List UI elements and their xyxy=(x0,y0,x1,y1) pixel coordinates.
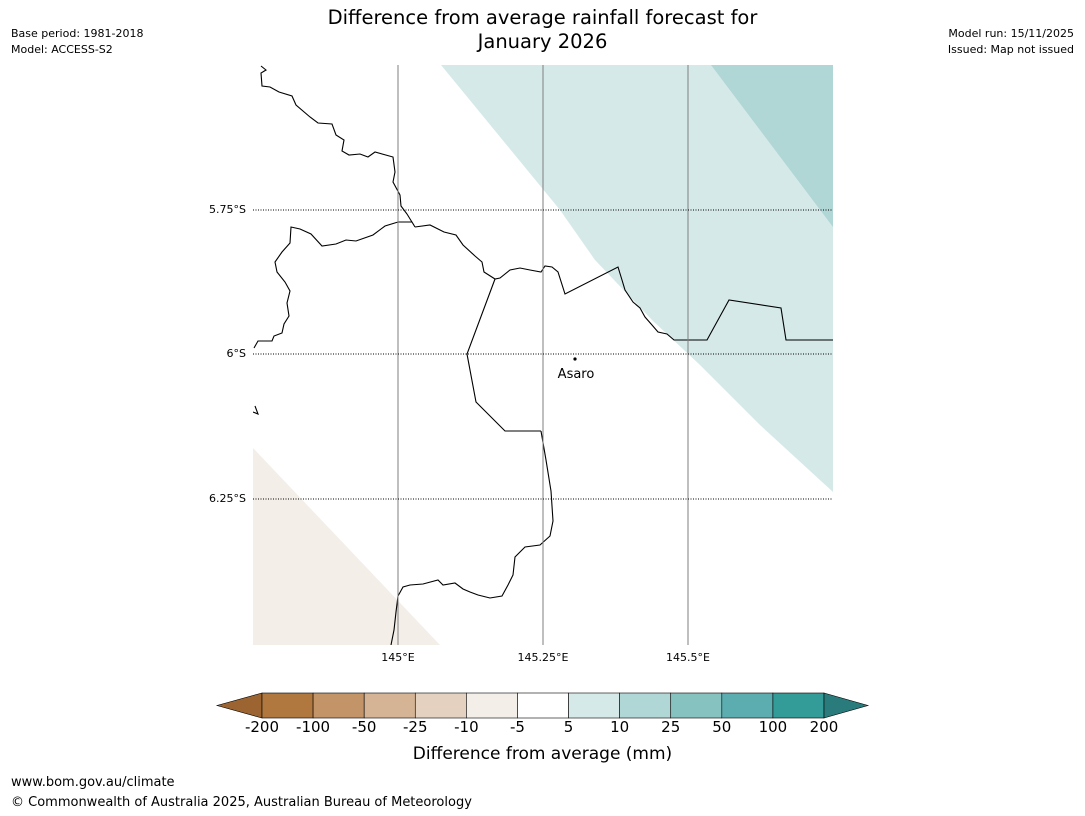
colorbar-segment xyxy=(414,692,467,719)
colorbar-segment xyxy=(363,692,416,719)
map-title: Difference from average rainfall forecas… xyxy=(0,6,1085,54)
meta-right: Model run: 15/11/2025 Issued: Map not is… xyxy=(948,26,1074,58)
model-text: Model: ACCESS-S2 xyxy=(11,43,113,56)
colorbar-tick-label: 50 xyxy=(712,718,732,736)
colorbar-segment xyxy=(670,692,723,719)
colorbar-tick-label: -5 xyxy=(509,718,525,736)
colorbar-extend-low xyxy=(215,692,263,719)
title-line-1: Difference from average rainfall forecas… xyxy=(327,6,758,29)
colorbar-tick-label: 25 xyxy=(661,718,681,736)
title-line-2: January 2026 xyxy=(477,30,608,53)
wet-region-5-10 xyxy=(441,65,833,492)
footer-copyright: © Commonwealth of Australia 2025, Austra… xyxy=(11,795,472,810)
lat-label-6-25: 6.25°S xyxy=(209,492,246,505)
lon-label-145-5: 145.5°E xyxy=(666,651,710,664)
model-run-text: Model run: 15/11/2025 xyxy=(948,27,1074,40)
base-period-text: Base period: 1981-2018 xyxy=(11,27,144,40)
lon-label-145-25: 145.25°E xyxy=(518,651,569,664)
lat-label-6: 6°S xyxy=(227,347,246,360)
colorbar-tick-label: 200 xyxy=(809,718,839,736)
colorbar-tick-label: -10 xyxy=(454,718,479,736)
colorbar-tick-label: -100 xyxy=(296,718,331,736)
footer-url: www.bom.gov.au/climate xyxy=(11,775,175,790)
province-boundary xyxy=(466,278,541,432)
colorbar-tick-labels: -200 -100 -50 -25 -10 -5 5 10 25 50 100 200 xyxy=(0,718,1085,740)
colorbar-tick-label: -25 xyxy=(403,718,428,736)
colorbar-segment xyxy=(772,692,825,719)
colorbar-extend-high xyxy=(823,692,870,719)
coastline xyxy=(253,65,833,645)
meta-left: Base period: 1981-2018 Model: ACCESS-S2 xyxy=(11,26,143,58)
forecast-map: Asaro 5.75°S 6°S 6.25°S 145°E 145.25°E 1… xyxy=(209,65,833,664)
colorbar-title: Difference from average (mm) xyxy=(412,744,673,764)
colorbar-tick-label: 10 xyxy=(610,718,630,736)
colorbar-segments xyxy=(215,692,870,719)
colorbar-segment xyxy=(466,692,518,719)
colorbar-tick-label: 100 xyxy=(758,718,788,736)
colorbar-tick-label: -200 xyxy=(244,718,280,736)
town-marker xyxy=(573,357,577,361)
lat-label-5-75: 5.75°S xyxy=(209,203,246,216)
colorbar-segment xyxy=(568,692,620,719)
colorbar-segment xyxy=(261,692,314,719)
colorbar xyxy=(215,692,870,719)
colorbar-tick-label: 5 xyxy=(563,718,574,736)
colorbar-segment xyxy=(619,692,672,719)
colorbar-tick-label: -50 xyxy=(351,718,377,736)
lon-label-145: 145°E xyxy=(381,651,414,664)
colorbar-segment xyxy=(517,692,569,719)
map-panel: Asaro xyxy=(253,65,833,645)
wet-region-10-25 xyxy=(711,65,833,227)
dry-region xyxy=(253,448,440,645)
colorbar-segment xyxy=(721,692,774,719)
colorbar-segment xyxy=(312,692,365,719)
issued-text: Issued: Map not issued xyxy=(947,43,1074,56)
town-label: Asaro xyxy=(558,367,595,382)
